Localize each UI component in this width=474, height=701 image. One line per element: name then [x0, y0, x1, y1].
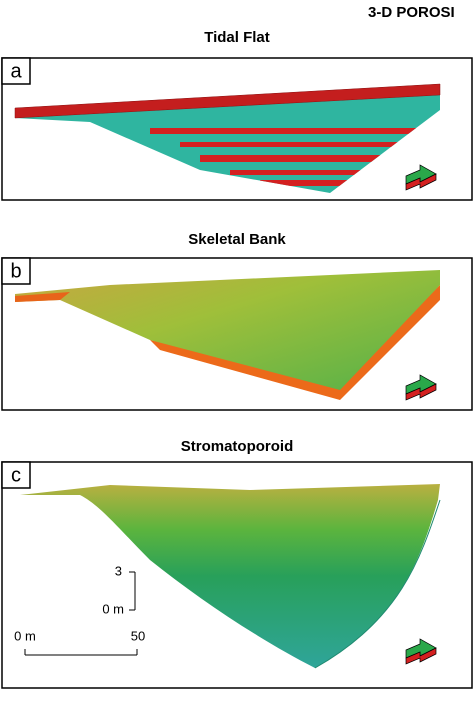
panel-title: Tidal Flat	[204, 29, 270, 46]
scale-label: 0 m	[14, 628, 36, 643]
facies-band	[150, 285, 440, 400]
panel-frame	[1, 57, 473, 201]
panel-title: Stromatoporoid	[181, 438, 294, 455]
model-body	[20, 484, 440, 668]
model-top	[14, 83, 441, 119]
model-edge	[314, 499, 441, 669]
panel-letter: b	[10, 260, 21, 282]
orientation-icon	[405, 374, 437, 401]
panel-label-box	[1, 57, 31, 85]
orientation-icon	[405, 164, 437, 191]
scale-label: 0 m	[102, 601, 124, 616]
figure-title: 3-D POROSI	[368, 4, 455, 21]
panel-letter: a	[10, 60, 22, 82]
panel-title: Skeletal Bank	[188, 231, 286, 248]
facies-band	[15, 292, 70, 302]
orientation-icon	[405, 638, 437, 665]
panel-label-box	[1, 461, 31, 489]
scale-label: 3	[115, 563, 122, 578]
panel-letter: c	[11, 464, 21, 486]
scale-label: 50	[131, 628, 145, 643]
panel-label-box	[1, 257, 31, 285]
panel-frame	[1, 461, 473, 689]
panel-frame	[1, 257, 473, 411]
model-top	[15, 270, 440, 398]
